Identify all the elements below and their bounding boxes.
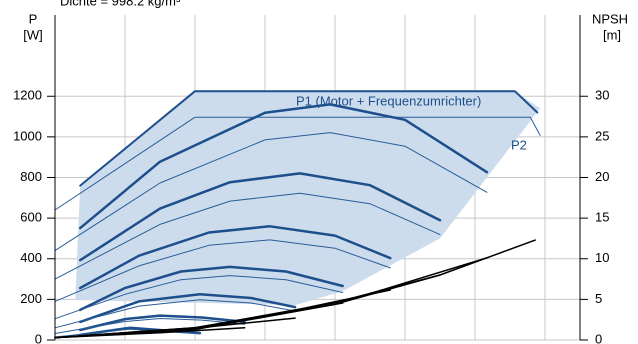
power-line	[78, 172, 442, 262]
y-axis-label: P	[29, 11, 38, 26]
power-line	[78, 314, 246, 332]
power-line	[54, 132, 488, 252]
y2-tick-label: 0	[595, 331, 602, 344]
y-tick-label: 200	[20, 291, 42, 306]
operating-area	[75, 91, 541, 306]
data-layer	[54, 90, 580, 341]
y-tick-label: 800	[20, 169, 42, 184]
y-tick-label: 1000	[13, 128, 42, 143]
power-line	[78, 293, 297, 324]
power-line	[54, 192, 441, 280]
y-tick-label: 400	[20, 250, 42, 265]
y2-tick-label: 10	[595, 250, 609, 265]
power-line	[78, 265, 344, 312]
subtitle: Dichte = 998.2 kg/m³	[60, 0, 181, 8]
y2-tick-label: 30	[595, 88, 609, 103]
y2-tick-label: 25	[595, 128, 609, 143]
y-axis-unit: [W]	[23, 27, 43, 42]
y2-tick-label: 5	[595, 291, 602, 306]
y2-tick-label: 20	[595, 169, 609, 184]
y2-axis-unit: [m]	[603, 27, 621, 42]
y-tick-label: 600	[20, 210, 42, 225]
power-line	[78, 103, 489, 230]
y-tick-label: 1200	[13, 88, 42, 103]
y-tick-label: 0	[35, 331, 42, 344]
y2-axis-label: NPSH	[592, 11, 628, 26]
annotation: P2	[511, 137, 527, 152]
power-line	[78, 225, 392, 290]
y2-tick-label: 15	[595, 210, 609, 225]
power-line	[54, 116, 541, 211]
annotation: P1 (Motor + Frequenzumrichter)	[296, 93, 481, 108]
power-line	[79, 90, 539, 187]
npsh-line	[54, 302, 344, 339]
power-line	[54, 318, 246, 334]
power-line	[54, 299, 296, 329]
npsh-line	[54, 327, 246, 339]
power-line	[54, 275, 344, 320]
power-line	[54, 239, 391, 302]
